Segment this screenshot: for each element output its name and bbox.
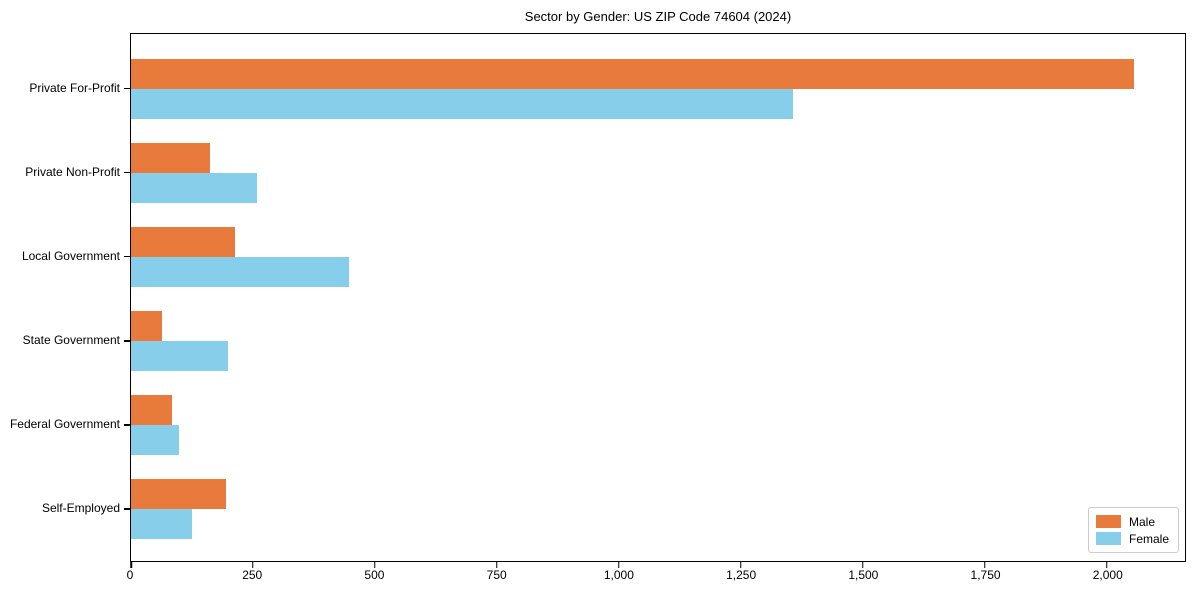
y-axis-label: State Government xyxy=(22,332,120,347)
legend-label: Male xyxy=(1128,514,1155,529)
bar-male-local-government xyxy=(131,226,235,257)
x-tick-mark xyxy=(374,562,376,568)
legend-label: Female xyxy=(1128,531,1169,546)
bar-male-private-for-profit xyxy=(131,58,1135,89)
x-tick-mark xyxy=(252,562,254,568)
bar-female-self-employed xyxy=(131,509,192,539)
x-axis-tick-label: 2,000 xyxy=(1092,568,1123,582)
y-tick-mark xyxy=(124,424,130,426)
y-axis-label: Private Non-Profit xyxy=(25,164,120,179)
y-axis-label: Local Government xyxy=(21,248,120,263)
y-axis-label: Federal Government xyxy=(9,416,120,431)
y-tick-mark xyxy=(124,87,130,90)
x-axis-tick-label: 1,000 xyxy=(603,568,634,582)
y-axis-label: Self-Employed xyxy=(41,501,120,515)
x-axis-tick-label: 750 xyxy=(486,568,507,582)
bar-male-state-government xyxy=(131,310,163,341)
x-axis-tick-label: 250 xyxy=(242,568,263,582)
bars-layer xyxy=(131,34,1185,561)
x-axis-tick-labels: 0 250 500 750 1,000 1,250 1,500 1,750 2,000 xyxy=(126,568,1186,588)
legend-item-male: Male xyxy=(1095,513,1169,530)
x-axis-tick-label: 500 xyxy=(364,568,385,582)
chart-title: Sector by Gender: US ZIP Code 74604 (202… xyxy=(524,9,792,24)
y-tick-mark xyxy=(124,340,130,342)
x-axis-tick-label: 1,500 xyxy=(848,568,879,582)
y-axis-labels: Private For-Profit Private Non-Profit Loca… xyxy=(0,33,124,562)
legend-swatch-female xyxy=(1095,532,1121,545)
bar-female-local-government xyxy=(131,256,350,287)
x-tick-mark xyxy=(740,562,742,568)
x-tick-mark xyxy=(130,562,132,568)
x-tick-mark xyxy=(1106,562,1108,568)
bar-male-federal-government xyxy=(131,394,173,425)
bar-female-state-government xyxy=(131,340,228,371)
y-tick-mark xyxy=(124,508,130,510)
bar-female-private-non-profit xyxy=(131,172,257,203)
x-axis-tick-label: 1,750 xyxy=(970,568,1001,582)
x-tick-mark xyxy=(496,562,498,568)
x-tick-mark xyxy=(862,562,864,568)
bar-female-private-for-profit xyxy=(131,88,793,119)
y-axis-label: Private For-Profit xyxy=(29,80,120,95)
plot-area: Male Female xyxy=(124,33,1186,568)
bar-female-federal-government xyxy=(131,424,179,455)
x-axis-tick-label: 0 xyxy=(126,568,134,582)
legend: Male Female xyxy=(1087,507,1179,553)
y-tick-mark xyxy=(124,255,130,258)
legend-item-female: Female xyxy=(1095,530,1169,547)
y-tick-mark xyxy=(124,171,130,174)
x-axis-tick-label: 1,250 xyxy=(726,568,757,582)
bar-male-private-non-profit xyxy=(131,142,210,173)
x-tick-mark xyxy=(984,562,986,568)
x-tick-mark xyxy=(618,562,620,568)
bar-male-self-employed xyxy=(131,479,226,509)
legend-swatch-male xyxy=(1095,515,1121,528)
